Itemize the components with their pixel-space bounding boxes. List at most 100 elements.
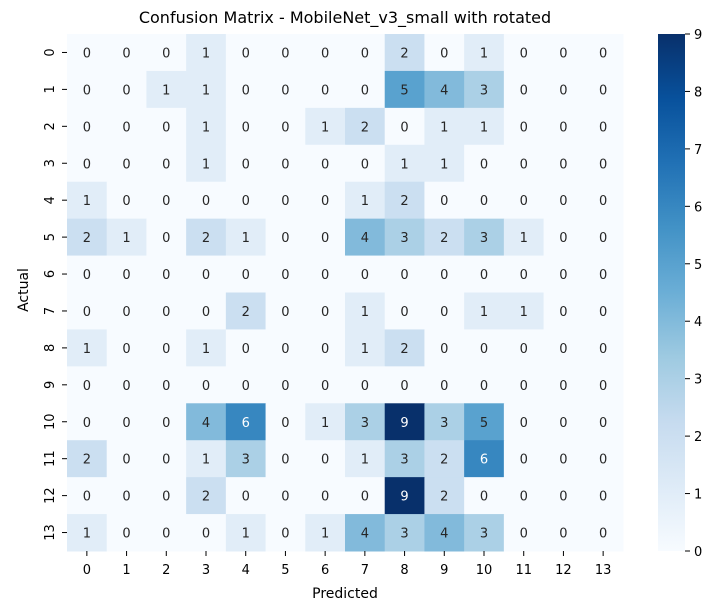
heatmap-cell <box>186 514 227 552</box>
cell-value-label: 0 <box>559 157 567 172</box>
y-tick-label: 9 <box>43 381 58 389</box>
cell-value-label: 0 <box>400 120 408 135</box>
heatmap-cell <box>146 514 187 552</box>
heatmap-cell <box>225 34 267 72</box>
cell-value-label: 0 <box>520 46 528 61</box>
cell-value-label: 0 <box>242 46 250 61</box>
heatmap-cell <box>464 107 505 146</box>
cell-value-label: 0 <box>520 490 528 505</box>
cell-value-label: 3 <box>242 453 250 468</box>
cell-value-label: 0 <box>83 379 91 394</box>
cell-value-label: 5 <box>480 416 488 431</box>
cell-value-label: 0 <box>242 157 250 172</box>
cell-value-label: 0 <box>83 157 91 172</box>
heatmap-cell <box>146 218 187 257</box>
cell-value-label: 1 <box>361 453 369 468</box>
cell-value-label: 0 <box>281 342 289 357</box>
cell-value-label: 0 <box>83 120 91 135</box>
colorbar: 0 1 2 3 4 5 6 7 8 9 <box>658 28 702 560</box>
cell-value-label: 0 <box>321 490 329 505</box>
cell-value-label: 0 <box>321 268 329 283</box>
heatmap-cell <box>106 107 147 146</box>
cell-value-label: 1 <box>520 231 528 246</box>
cell-value-label: 0 <box>202 194 210 209</box>
cell-value-label: 0 <box>242 120 250 135</box>
heatmap-cell <box>265 181 306 220</box>
cell-value-label: 0 <box>321 194 329 209</box>
cell-value-label: 0 <box>122 120 130 135</box>
cell-value-label: 2 <box>400 342 408 357</box>
cell-value-label: 0 <box>400 379 408 394</box>
cell-value-label: 0 <box>599 157 607 172</box>
heatmap-cell <box>345 255 386 293</box>
heatmap-cell <box>424 70 465 109</box>
cell-value-label: 1 <box>242 527 250 542</box>
cell-value-label: 0 <box>281 490 289 505</box>
heatmap-cell <box>543 218 584 257</box>
heatmap-cell <box>106 366 147 404</box>
heatmap-cell <box>543 440 584 478</box>
cell-value-label: 0 <box>440 342 448 357</box>
x-tick-label: 1 <box>122 563 130 578</box>
heatmap-cell <box>106 403 147 441</box>
cell-value-label: 0 <box>559 231 567 246</box>
x-tick-label: 0 <box>83 563 91 578</box>
cell-value-label: 0 <box>480 268 488 283</box>
cell-value-label: 0 <box>321 453 329 468</box>
heatmap-cell <box>583 403 624 441</box>
colorbar-tick-label: 6 <box>694 200 702 215</box>
cell-value-label: 0 <box>281 46 289 61</box>
heatmap-cell <box>186 329 227 367</box>
x-tick-label: 7 <box>361 563 369 578</box>
heatmap-cell <box>265 70 306 109</box>
heatmap-cell <box>464 255 505 293</box>
cell-value-label: 0 <box>162 379 170 394</box>
cell-value-label: 0 <box>599 46 607 61</box>
cell-value-label: 0 <box>599 379 607 394</box>
y-tick-label: 6 <box>43 270 58 278</box>
cell-value-label: 0 <box>83 305 91 320</box>
heatmap-cell <box>503 514 545 552</box>
cell-value-label: 0 <box>162 305 170 320</box>
cell-value-label: 0 <box>122 46 130 61</box>
cell-value-label: 0 <box>440 46 448 61</box>
heatmap-cell <box>583 34 624 72</box>
cell-value-label: 1 <box>83 527 91 542</box>
cell-value-label: 0 <box>162 268 170 283</box>
heatmap-cell <box>345 366 386 404</box>
heatmap-cell <box>503 218 545 257</box>
heatmap-cell <box>503 34 545 72</box>
cell-value-label: 0 <box>202 268 210 283</box>
cell-value-label: 0 <box>321 305 329 320</box>
cell-value-label: 1 <box>321 527 329 542</box>
y-tick-label: 3 <box>43 159 58 167</box>
colorbar-tick-label: 1 <box>694 488 702 503</box>
cell-value-label: 2 <box>440 231 448 246</box>
cell-value-label: 9 <box>400 416 408 431</box>
cell-value-label: 1 <box>83 342 91 357</box>
cell-value-label: 3 <box>480 83 488 98</box>
cell-value-label: 3 <box>480 231 488 246</box>
cell-value-label: 1 <box>321 416 329 431</box>
heatmap-cell <box>305 70 346 109</box>
cell-value-label: 0 <box>162 416 170 431</box>
heatmap-cell <box>186 144 227 183</box>
heatmap-cell <box>464 477 505 515</box>
heatmap-cell <box>503 255 545 293</box>
colorbar-tick-label: 7 <box>694 143 702 158</box>
heatmap-cell <box>265 292 306 330</box>
heatmap-cell <box>146 144 187 183</box>
heatmap-cell <box>265 34 306 72</box>
heatmap-cell <box>305 292 346 330</box>
heatmap-cell <box>265 440 306 478</box>
heatmap-cell <box>225 514 267 552</box>
heatmap-cell <box>106 34 147 72</box>
colorbar-tick-label: 0 <box>694 545 702 560</box>
heatmap-cell <box>543 403 584 441</box>
heatmap-cell <box>543 34 584 72</box>
cell-value-label: 0 <box>242 490 250 505</box>
cell-value-label: 0 <box>281 305 289 320</box>
cell-value-label: 0 <box>480 342 488 357</box>
heatmap-cell <box>186 366 227 404</box>
colorbar-tick-label: 3 <box>694 373 702 388</box>
